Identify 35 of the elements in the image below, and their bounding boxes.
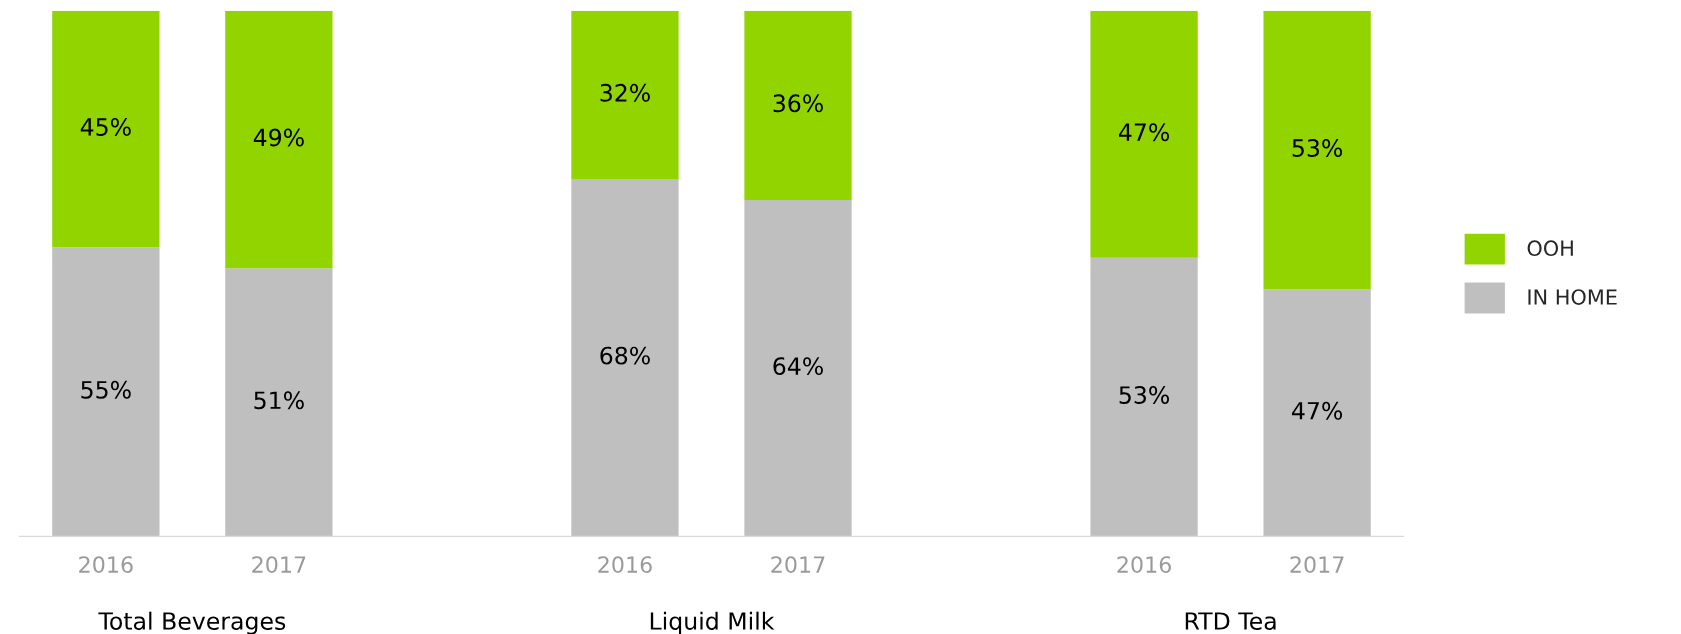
data-label: 45% — [80, 118, 131, 136]
bar — [52, 10, 160, 248]
data-label: 55% — [81, 380, 131, 399]
text: Total Beverages — [98, 611, 286, 634]
data-label: 68% — [600, 346, 650, 365]
x-tick-label: 2017 — [771, 556, 825, 574]
data-label: 51% — [254, 391, 304, 410]
x-tick-label: 2017 — [252, 556, 306, 574]
bar — [52, 247, 160, 537]
bar — [744, 10, 852, 200]
x-tick-label: 2016 — [1117, 556, 1171, 574]
data-label: 36% — [773, 94, 823, 113]
legend-label: OOH — [1527, 240, 1573, 257]
bar — [1263, 289, 1371, 537]
data-label: 53% — [1292, 139, 1343, 157]
data-label: 53% — [1119, 386, 1170, 404]
bar — [1263, 10, 1371, 290]
data-label: 49% — [253, 128, 304, 147]
text: Liquid Milk — [650, 611, 775, 634]
bar — [225, 10, 333, 269]
bar — [225, 268, 333, 537]
x-tick-label: 2017 — [1290, 556, 1344, 574]
bar — [1090, 257, 1198, 537]
data-label: 32% — [600, 83, 650, 102]
data-label: 64% — [773, 357, 823, 376]
data-label: 47% — [1118, 123, 1170, 142]
legend-label: IN HOME — [1528, 289, 1617, 305]
bar — [571, 10, 679, 179]
x-tick-label: 2016 — [598, 556, 652, 574]
data-label: 47% — [1292, 401, 1343, 420]
bar — [571, 178, 679, 537]
text: RTD Tea — [1185, 612, 1276, 630]
bar — [744, 199, 852, 537]
x-tick-label: 2016 — [79, 556, 133, 574]
bar — [1090, 10, 1198, 258]
